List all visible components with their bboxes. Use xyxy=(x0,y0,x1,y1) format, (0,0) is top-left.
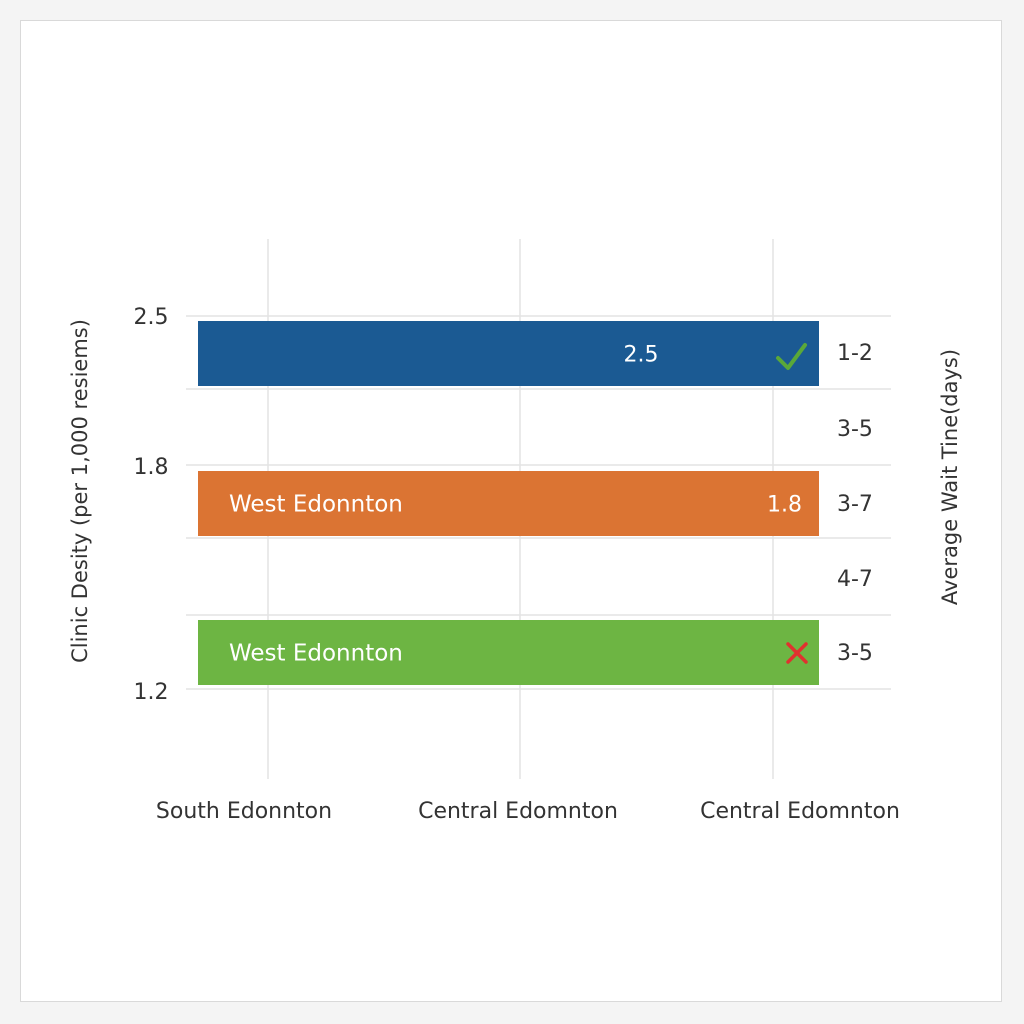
bar xyxy=(198,321,819,386)
x-tick-label: Central Edomnton xyxy=(418,799,618,824)
x-tick-label: Central Edomnton xyxy=(700,799,900,824)
y-right-tick-label: 4-7 xyxy=(837,567,873,592)
bar-value-label: 2.5 xyxy=(624,343,659,368)
bar-value-label: 1.8 xyxy=(767,493,802,518)
cross-icon xyxy=(786,642,808,664)
y-left-tick-label: 1.2 xyxy=(134,680,169,705)
bar-label: West Edonnton xyxy=(229,492,403,518)
y-right-tick-label: 3-5 xyxy=(837,417,873,442)
check-icon xyxy=(776,343,807,370)
bar xyxy=(198,471,819,536)
y-right-tick-label: 3-5 xyxy=(837,641,873,666)
labels: 2.5 West Edonnton 1.8 West Edonnton 2.5 1.8 1.… xyxy=(134,305,900,824)
y-axis-right-label: Average Wait Tine(days) xyxy=(938,349,962,605)
y-left-tick-label: 1.8 xyxy=(134,455,169,480)
y-right-tick-label: 3-7 xyxy=(837,492,873,517)
y-right-tick-label: 1-2 xyxy=(837,341,873,366)
y-left-tick-label: 2.5 xyxy=(134,305,169,330)
bar-label: West Edonnton xyxy=(229,641,403,667)
y-axis-left-label: Clinic Desity (per 1,000 resiems) xyxy=(68,319,92,663)
chart-frame: 2.5 West Edonnton 1.8 West Edonnton 2.5 1.8 1.… xyxy=(20,20,1002,1002)
x-tick-label: South Edonnton xyxy=(156,799,332,824)
bars xyxy=(198,321,819,685)
bar-chart: 2.5 West Edonnton 1.8 West Edonnton 2.5 1.8 1.… xyxy=(68,239,962,824)
bar xyxy=(198,620,819,685)
